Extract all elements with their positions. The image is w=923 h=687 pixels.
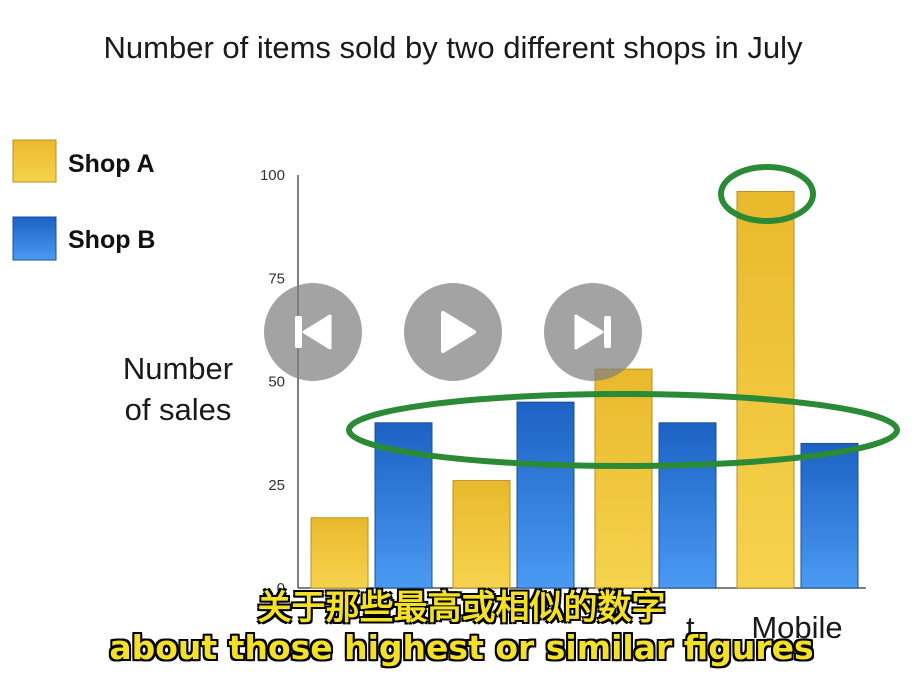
bar-shop-a-mobile <box>736 191 795 589</box>
skip-next-button[interactable] <box>544 283 642 381</box>
skip-previous-button[interactable] <box>264 283 362 381</box>
play-icon <box>441 311 476 353</box>
bar-shop-b-category-3 <box>658 422 717 589</box>
y-tick-label: 75 <box>268 270 285 287</box>
legend-label-shop-a: Shop A <box>68 150 155 178</box>
legend-swatch-shop-a <box>12 139 57 183</box>
legend-swatch-shop-b <box>12 216 57 261</box>
bar-shop-b-category-2 <box>516 401 575 589</box>
skip-next-icon <box>574 314 611 350</box>
bar-shop-b-mobile <box>800 442 859 589</box>
y-axis-label: Number of sales <box>123 351 233 427</box>
y-tick-label: 100 <box>260 167 285 184</box>
bar-shop-a-category-3 <box>594 368 653 589</box>
chart-title: Number of items sold by two different sh… <box>104 30 803 65</box>
highlight-ellipse-shop-b <box>346 391 900 469</box>
video-player-controls <box>0 283 923 381</box>
y-tick-label: 50 <box>268 374 285 391</box>
bar-shop-a-category-2 <box>452 480 511 589</box>
highlight-circle-mobile-shop-a <box>718 164 816 224</box>
category-label: t <box>686 610 695 645</box>
play-button[interactable] <box>404 283 502 381</box>
y-tick-label: 0 <box>277 580 285 597</box>
legend-label-shop-b: Shop B <box>68 226 156 254</box>
subtitles: 关于那些最高或相似的数字 about those highest or simi… <box>0 587 923 668</box>
y-axis-label-line-2: of sales <box>125 392 232 427</box>
subtitle-english: about those highest or similar figures <box>109 628 814 667</box>
skip-previous-icon <box>295 314 332 350</box>
subtitle-chinese: 关于那些最高或相似的数字 <box>257 587 667 629</box>
y-tick-labels: 0 25 50 75 100 <box>260 167 285 597</box>
bar-shop-a-category-1 <box>310 517 369 589</box>
legend: Shop A Shop B <box>12 139 156 261</box>
y-axis-label-line-1: Number <box>123 351 233 386</box>
category-label: Mobile <box>751 610 842 645</box>
category-labels: t Mobile <box>686 610 843 645</box>
y-tick-label: 25 <box>268 477 285 494</box>
bars <box>310 191 859 589</box>
